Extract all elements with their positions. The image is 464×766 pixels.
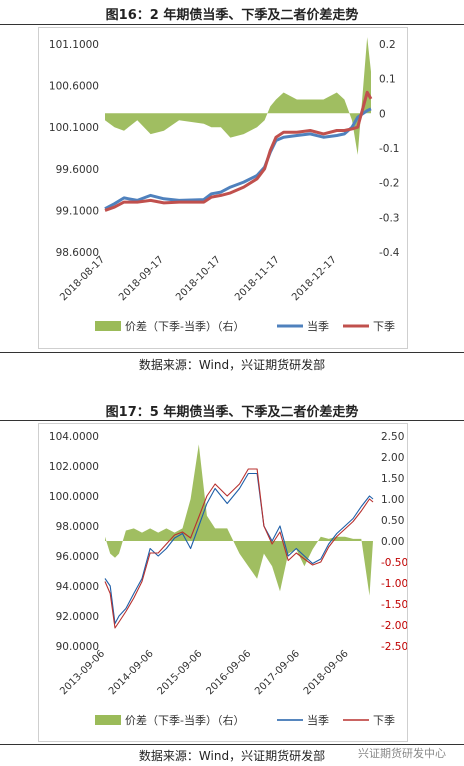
source-rule (0, 352, 464, 353)
spread-area (105, 37, 371, 155)
x-tick-label: 2017-09-06 (253, 648, 302, 697)
x-tick-label: 2018-09-06 (302, 648, 351, 697)
x-tick-label: 2016-09-06 (204, 648, 253, 697)
figure-17-title: 图17：5 年期债当季、下季及二者价差走势 (105, 405, 359, 420)
legend-label-current: 当季 (307, 319, 329, 333)
x-tick-label: 2018-11-17 (233, 254, 282, 303)
y-right-tick-label: 0.50 (381, 515, 404, 527)
y-left-tick-label: 98.0000 (56, 521, 99, 533)
legend-label-spread: 价差（下季-当季）（右） (125, 713, 244, 727)
x-tick-label: 2018-12-17 (290, 254, 339, 303)
y-right-tick-label: 2.00 (381, 452, 404, 464)
y-right-tick-label: 0 (379, 108, 386, 120)
chart-2: 104.0000 102.0000 100.0000 98.0000 96.0000 94… (49, 431, 408, 727)
x-tick-label: 2013-09-06 (58, 648, 107, 697)
x-tick-label: 2018-08-17 (58, 254, 107, 303)
y-left-tick-label: 101.1000 (49, 39, 99, 51)
x-tick-label: 2015-09-06 (156, 648, 205, 697)
spread-area (105, 444, 373, 596)
y-right-tick-label: 0.2 (379, 39, 396, 51)
y-right-tick-label: 0.1 (379, 74, 396, 86)
y-right-tick-label: -0.50 (381, 557, 407, 569)
legend-swatch-spread (95, 715, 121, 725)
chart-panel-1: 101.1000 100.6000 100.1000 99.6000 99.1000 98… (38, 27, 408, 349)
y-left-tick-label: 92.0000 (56, 611, 99, 623)
y-right-tick-label: -2.00 (381, 620, 407, 632)
y-right-tick-label: 0.00 (381, 536, 404, 548)
figure-16-source: 数据来源：Wind，兴证期货研发部 (138, 358, 326, 372)
y-right-tick-label: -1.00 (381, 578, 407, 590)
y-left-tick-label: 90.0000 (56, 641, 99, 653)
y-left-tick-label: 99.6000 (56, 164, 99, 176)
y-right-tick-label: -0.3 (379, 212, 400, 224)
current-quarter-line (104, 107, 372, 211)
legend-label-spread: 价差（下季-当季）（右） (125, 319, 244, 333)
next-quarter-line (104, 90, 373, 212)
y-left-tick-label: 94.0000 (56, 581, 99, 593)
x-tick-label: 2018-09-17 (117, 254, 166, 303)
y-left-tick-label: 100.6000 (49, 81, 99, 93)
x-tick-label: 2018-10-17 (174, 254, 223, 303)
title-rule (0, 420, 464, 421)
y-right-tick-label: -0.1 (379, 143, 400, 155)
chart-1: 101.1000 100.6000 100.1000 99.6000 99.1000 98… (49, 37, 400, 333)
title-rule (0, 24, 464, 25)
y-right-tick-label: 1.50 (381, 473, 404, 485)
watermark-text: 兴证期货研发中心 (358, 747, 446, 760)
y-right-tick-label: -0.2 (379, 178, 400, 190)
figure-16-title: 图16：2 年期债当季、下季及二者价差走势 (105, 8, 359, 23)
y-right-tick-label: 2.50 (381, 431, 404, 443)
legend-label-next: 下季 (373, 320, 395, 333)
y-right-tick-label: 1.00 (381, 494, 404, 506)
y-left-tick-label: 100.1000 (49, 122, 99, 134)
chart-panel-2: 104.0000 102.0000 100.0000 98.0000 96.0000 94… (38, 423, 408, 742)
y-right-tick-label: -1.50 (381, 599, 407, 611)
y-left-tick-label: 96.0000 (56, 551, 99, 563)
y-left-tick-label: 102.0000 (49, 461, 99, 473)
x-tick-label: 2014-09-06 (107, 648, 156, 697)
legend-label-next: 下季 (373, 714, 395, 727)
source-rule (0, 744, 464, 745)
y-right-tick-label: -2.50 (381, 641, 407, 653)
legend-label-current: 当季 (307, 713, 329, 727)
y-left-tick-label: 104.0000 (49, 431, 99, 443)
y-left-tick-label: 98.6000 (56, 247, 99, 259)
legend-swatch-spread (95, 321, 121, 331)
y-left-tick-label: 100.0000 (49, 491, 99, 503)
y-right-tick-label: -0.4 (379, 247, 400, 259)
y-left-tick-label: 99.1000 (56, 205, 99, 217)
figure-17-source: 数据来源：Wind，兴证期货研发部 (138, 749, 326, 763)
